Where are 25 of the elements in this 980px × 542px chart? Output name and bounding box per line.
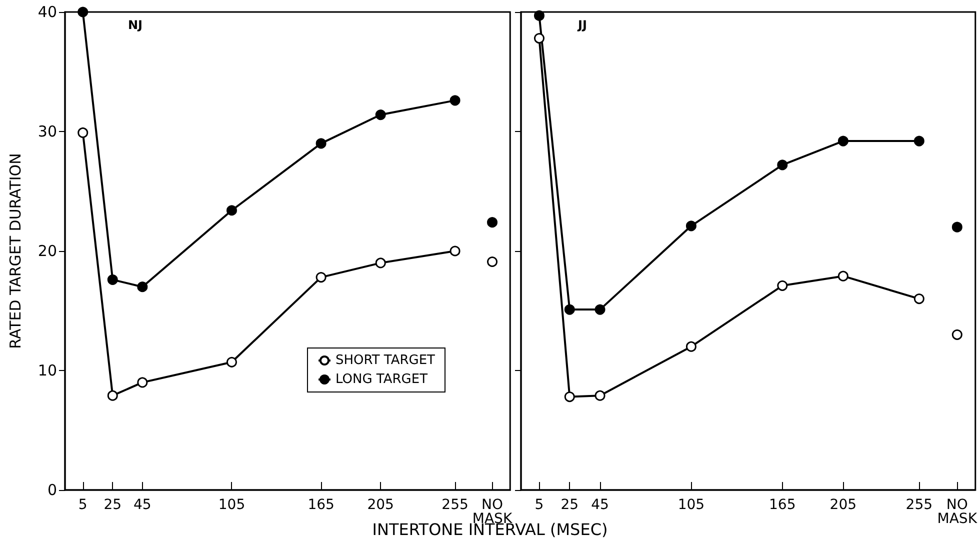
- x-tick-label: 165: [308, 497, 334, 513]
- legend-label: SHORT TARGET: [335, 353, 436, 368]
- x-tick-label: 255: [442, 497, 468, 513]
- x-tick-label: 5: [534, 497, 544, 513]
- y-tick-label: 0: [47, 481, 57, 499]
- x-tick-label: 255: [906, 497, 933, 513]
- legend-label: LONG TARGET: [335, 372, 428, 387]
- x-tick-label: 45: [134, 497, 152, 513]
- y-tick-label: 40: [38, 3, 57, 21]
- x-tick-label: 5: [78, 497, 88, 513]
- y-tick-label: 20: [38, 242, 57, 260]
- text: NJ: [128, 18, 143, 32]
- x-tick-label: 25: [104, 497, 122, 513]
- x-tick-label: NO MASK: [937, 497, 978, 527]
- x-tick-label: 105: [678, 497, 705, 513]
- x-tick-label: 205: [367, 497, 394, 513]
- y-tick-label: 10: [38, 362, 57, 380]
- y-tick-label: 30: [38, 122, 57, 140]
- x-tick-label: 45: [591, 497, 609, 513]
- x-tick-label: 205: [830, 497, 857, 513]
- x-tick-label: 25: [560, 497, 579, 513]
- text: JJ: [577, 18, 587, 32]
- x-tick-label: 165: [769, 497, 796, 513]
- x-tick-label: 105: [218, 497, 246, 513]
- y-axis-title: RATED TARGET DURATION: [6, 153, 24, 349]
